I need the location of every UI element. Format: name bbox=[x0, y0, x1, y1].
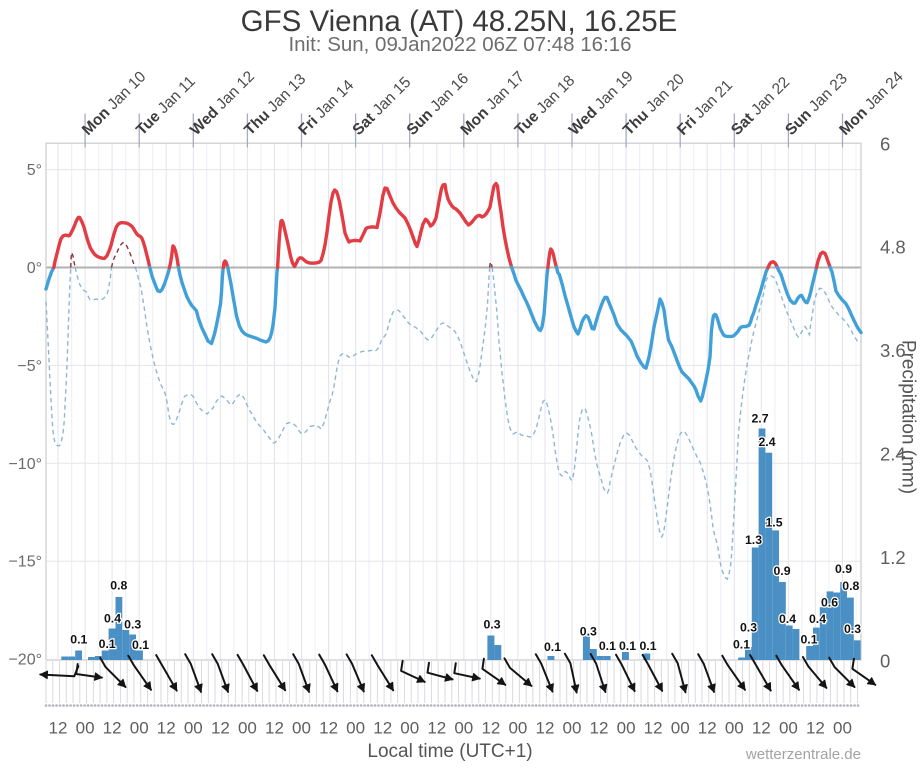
svg-text:2.7: 2.7 bbox=[751, 411, 768, 425]
svg-text:0.1: 0.1 bbox=[619, 639, 636, 653]
svg-text:Local time (UTC+1): Local time (UTC+1) bbox=[367, 741, 532, 762]
svg-text:12: 12 bbox=[211, 719, 230, 738]
svg-text:0.1: 0.1 bbox=[99, 637, 116, 651]
svg-text:00: 00 bbox=[671, 719, 690, 738]
svg-text:Precipitation (mm): Precipitation (mm) bbox=[898, 340, 919, 494]
svg-text:2.7: 2.7 bbox=[751, 411, 768, 425]
svg-text:0.1: 0.1 bbox=[99, 637, 116, 651]
svg-text:00: 00 bbox=[184, 719, 203, 738]
svg-text:0.3: 0.3 bbox=[740, 621, 757, 635]
svg-text:0.3: 0.3 bbox=[844, 622, 861, 636]
svg-text:00: 00 bbox=[779, 719, 798, 738]
svg-text:0.1: 0.1 bbox=[619, 639, 636, 653]
svg-text:0.1: 0.1 bbox=[639, 639, 656, 653]
svg-text:0.3: 0.3 bbox=[580, 625, 597, 639]
svg-text:12: 12 bbox=[806, 719, 825, 738]
svg-text:3.6: 3.6 bbox=[880, 340, 906, 361]
svg-text:0.4: 0.4 bbox=[779, 612, 796, 626]
svg-text:−20°: −20° bbox=[8, 652, 42, 669]
svg-text:0.1: 0.1 bbox=[132, 638, 149, 652]
svg-text:0.3: 0.3 bbox=[124, 618, 141, 632]
svg-text:00: 00 bbox=[563, 719, 582, 738]
svg-text:12: 12 bbox=[590, 719, 609, 738]
svg-text:0.9: 0.9 bbox=[773, 564, 790, 578]
svg-text:12: 12 bbox=[373, 719, 392, 738]
svg-text:0.3: 0.3 bbox=[740, 621, 757, 635]
svg-text:0°: 0° bbox=[27, 260, 42, 277]
svg-text:00: 00 bbox=[400, 719, 419, 738]
svg-text:12: 12 bbox=[103, 719, 122, 738]
svg-text:1.3: 1.3 bbox=[745, 533, 762, 547]
svg-text:00: 00 bbox=[346, 719, 365, 738]
svg-text:5°: 5° bbox=[27, 162, 42, 179]
svg-text:00: 00 bbox=[508, 719, 527, 738]
svg-text:0.1: 0.1 bbox=[70, 633, 87, 647]
svg-text:12: 12 bbox=[49, 719, 68, 738]
svg-text:0.1: 0.1 bbox=[599, 639, 616, 653]
svg-text:1.3: 1.3 bbox=[745, 533, 762, 547]
svg-text:12: 12 bbox=[319, 719, 338, 738]
svg-text:00: 00 bbox=[76, 719, 95, 738]
svg-text:00: 00 bbox=[725, 719, 744, 738]
svg-text:0.3: 0.3 bbox=[124, 618, 141, 632]
svg-text:0.9: 0.9 bbox=[835, 562, 852, 576]
svg-text:0.4: 0.4 bbox=[809, 612, 826, 626]
svg-text:0.6: 0.6 bbox=[821, 596, 838, 610]
svg-text:0.1: 0.1 bbox=[639, 639, 656, 653]
svg-text:0.9: 0.9 bbox=[773, 564, 790, 578]
svg-text:1.5: 1.5 bbox=[765, 516, 782, 530]
svg-text:00: 00 bbox=[617, 719, 636, 738]
svg-text:2.4: 2.4 bbox=[880, 444, 906, 465]
svg-text:2.4: 2.4 bbox=[758, 435, 775, 449]
svg-text:0.8: 0.8 bbox=[842, 579, 859, 593]
svg-text:1.2: 1.2 bbox=[880, 547, 906, 568]
svg-text:0.3: 0.3 bbox=[580, 625, 597, 639]
svg-text:0.1: 0.1 bbox=[800, 632, 817, 646]
svg-text:0.1: 0.1 bbox=[599, 639, 616, 653]
svg-text:0.6: 0.6 bbox=[821, 596, 838, 610]
svg-text:0.1: 0.1 bbox=[733, 638, 750, 652]
svg-text:0.4: 0.4 bbox=[809, 612, 826, 626]
svg-text:0.1: 0.1 bbox=[70, 633, 87, 647]
svg-text:12: 12 bbox=[698, 719, 717, 738]
svg-text:0.8: 0.8 bbox=[842, 579, 859, 593]
svg-text:00: 00 bbox=[292, 719, 311, 738]
svg-text:Init: Sun, 09Jan2022 06Z 07:48: Init: Sun, 09Jan2022 06Z 07:48 16:16 bbox=[288, 33, 631, 56]
svg-text:0.9: 0.9 bbox=[835, 562, 852, 576]
svg-text:12: 12 bbox=[157, 719, 176, 738]
svg-text:2.4: 2.4 bbox=[758, 435, 775, 449]
svg-text:4.8: 4.8 bbox=[880, 237, 906, 258]
svg-text:12: 12 bbox=[265, 719, 284, 738]
svg-text:0: 0 bbox=[880, 650, 890, 671]
svg-text:−15°: −15° bbox=[8, 554, 42, 571]
svg-text:−5°: −5° bbox=[17, 358, 42, 375]
svg-text:0.1: 0.1 bbox=[800, 632, 817, 646]
svg-text:wetterzentrale.de: wetterzentrale.de bbox=[745, 746, 861, 763]
svg-text:00: 00 bbox=[454, 719, 473, 738]
svg-text:0.3: 0.3 bbox=[483, 618, 500, 632]
svg-text:12: 12 bbox=[644, 719, 663, 738]
svg-text:0.4: 0.4 bbox=[104, 612, 121, 626]
svg-text:1.5: 1.5 bbox=[765, 516, 782, 530]
svg-text:0.4: 0.4 bbox=[779, 612, 796, 626]
svg-text:00: 00 bbox=[238, 719, 257, 738]
svg-text:0.1: 0.1 bbox=[544, 640, 561, 654]
svg-text:0.8: 0.8 bbox=[110, 579, 127, 593]
svg-text:GFS Vienna (AT) 48.25N, 16.25E: GFS Vienna (AT) 48.25N, 16.25E bbox=[241, 5, 678, 38]
svg-text:0.4: 0.4 bbox=[104, 612, 121, 626]
svg-text:0.1: 0.1 bbox=[544, 640, 561, 654]
svg-text:12: 12 bbox=[481, 719, 500, 738]
svg-text:00: 00 bbox=[833, 719, 852, 738]
svg-text:12: 12 bbox=[536, 719, 555, 738]
svg-text:00: 00 bbox=[130, 719, 149, 738]
svg-text:−10°: −10° bbox=[8, 456, 42, 473]
svg-text:0.1: 0.1 bbox=[132, 638, 149, 652]
svg-text:0.3: 0.3 bbox=[483, 618, 500, 632]
svg-text:6: 6 bbox=[880, 133, 890, 154]
svg-text:0.8: 0.8 bbox=[110, 579, 127, 593]
svg-text:0.3: 0.3 bbox=[844, 622, 861, 636]
svg-text:12: 12 bbox=[752, 719, 771, 738]
svg-text:12: 12 bbox=[427, 719, 446, 738]
svg-text:0.1: 0.1 bbox=[733, 638, 750, 652]
